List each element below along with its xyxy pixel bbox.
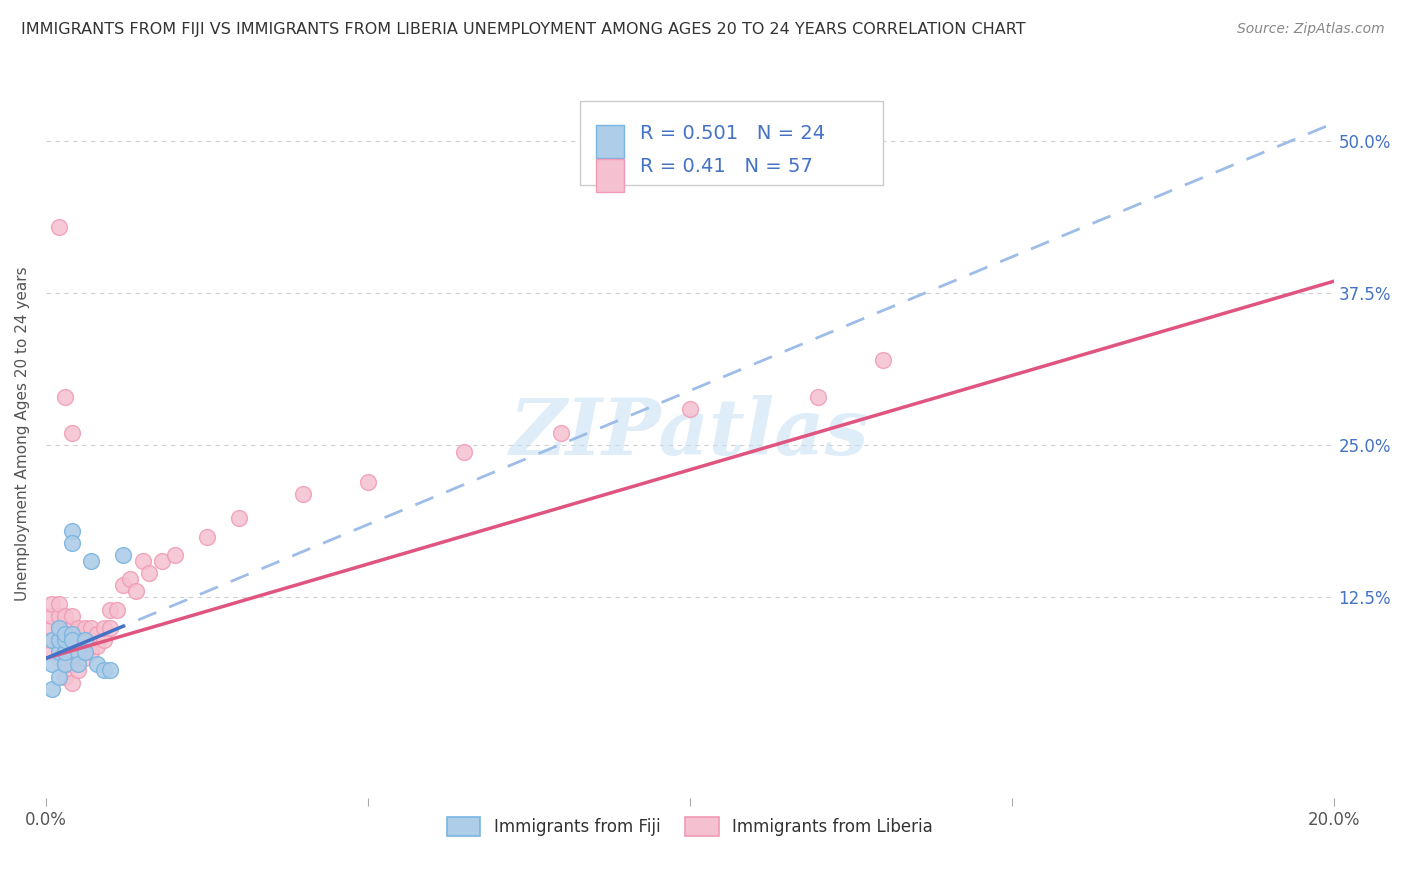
Point xyxy=(60,535,83,549)
FancyBboxPatch shape xyxy=(596,159,624,192)
Point xyxy=(53,633,76,648)
Point xyxy=(41,633,63,648)
Point xyxy=(67,664,90,678)
FancyBboxPatch shape xyxy=(596,125,624,158)
Point xyxy=(105,602,128,616)
Point xyxy=(41,681,63,696)
Point xyxy=(453,444,475,458)
Point xyxy=(73,633,96,648)
Point xyxy=(150,554,173,568)
Point xyxy=(53,657,76,672)
Point xyxy=(48,645,70,659)
Text: IMMIGRANTS FROM FIJI VS IMMIGRANTS FROM LIBERIA UNEMPLOYMENT AMONG AGES 20 TO 24: IMMIGRANTS FROM FIJI VS IMMIGRANTS FROM … xyxy=(21,22,1026,37)
Point xyxy=(41,645,63,659)
Point xyxy=(131,554,153,568)
Point xyxy=(60,426,83,441)
Point xyxy=(112,578,135,592)
Point xyxy=(67,633,90,648)
Point xyxy=(60,657,83,672)
Point xyxy=(60,633,83,648)
Point xyxy=(48,608,70,623)
Point xyxy=(679,402,702,417)
Point xyxy=(80,645,103,659)
Text: ZIPatlas: ZIPatlas xyxy=(510,395,869,472)
Point xyxy=(48,597,70,611)
Point xyxy=(41,608,63,623)
Point xyxy=(53,669,76,683)
Point xyxy=(86,639,108,653)
Point xyxy=(86,627,108,641)
Point xyxy=(60,608,83,623)
Point xyxy=(53,645,76,659)
Point xyxy=(60,675,83,690)
Point xyxy=(41,597,63,611)
Point xyxy=(80,633,103,648)
Point xyxy=(86,657,108,672)
Point xyxy=(41,657,63,672)
Point xyxy=(357,475,380,489)
Point xyxy=(48,219,70,234)
Point xyxy=(67,621,90,635)
Point xyxy=(93,664,115,678)
Point xyxy=(98,664,121,678)
Point xyxy=(48,633,70,648)
Y-axis label: Unemployment Among Ages 20 to 24 years: Unemployment Among Ages 20 to 24 years xyxy=(15,266,30,600)
Point xyxy=(73,633,96,648)
Point xyxy=(112,548,135,562)
Point xyxy=(41,621,63,635)
Point xyxy=(53,645,76,659)
Point xyxy=(48,621,70,635)
FancyBboxPatch shape xyxy=(581,102,883,186)
Point xyxy=(53,390,76,404)
Point xyxy=(550,426,572,441)
Point xyxy=(41,633,63,648)
Point xyxy=(60,524,83,538)
Point xyxy=(53,621,76,635)
Point xyxy=(48,621,70,635)
Point xyxy=(93,621,115,635)
Point xyxy=(195,530,218,544)
Point xyxy=(48,651,70,665)
Point xyxy=(118,572,141,586)
Point xyxy=(93,633,115,648)
Point xyxy=(228,511,250,525)
Point xyxy=(67,645,90,659)
Point xyxy=(53,657,76,672)
Point xyxy=(48,669,70,683)
Point xyxy=(53,633,76,648)
Point xyxy=(872,353,894,368)
Point xyxy=(53,608,76,623)
Point xyxy=(73,645,96,659)
Legend: Immigrants from Fiji, Immigrants from Liberia: Immigrants from Fiji, Immigrants from Li… xyxy=(439,809,941,845)
Point xyxy=(807,390,830,404)
Point xyxy=(53,627,76,641)
Point xyxy=(80,554,103,568)
Point xyxy=(163,548,186,562)
Point xyxy=(292,487,315,501)
Text: R = 0.501   N = 24: R = 0.501 N = 24 xyxy=(640,124,825,143)
Point xyxy=(138,566,160,581)
Point xyxy=(48,633,70,648)
Point xyxy=(98,621,121,635)
Point xyxy=(125,584,148,599)
Point xyxy=(60,621,83,635)
Point xyxy=(60,633,83,648)
Point xyxy=(73,621,96,635)
Text: R = 0.41   N = 57: R = 0.41 N = 57 xyxy=(640,157,813,177)
Point xyxy=(67,645,90,659)
Point xyxy=(73,651,96,665)
Text: Source: ZipAtlas.com: Source: ZipAtlas.com xyxy=(1237,22,1385,37)
Point xyxy=(60,627,83,641)
Point xyxy=(98,602,121,616)
Point xyxy=(80,621,103,635)
Point xyxy=(67,657,90,672)
